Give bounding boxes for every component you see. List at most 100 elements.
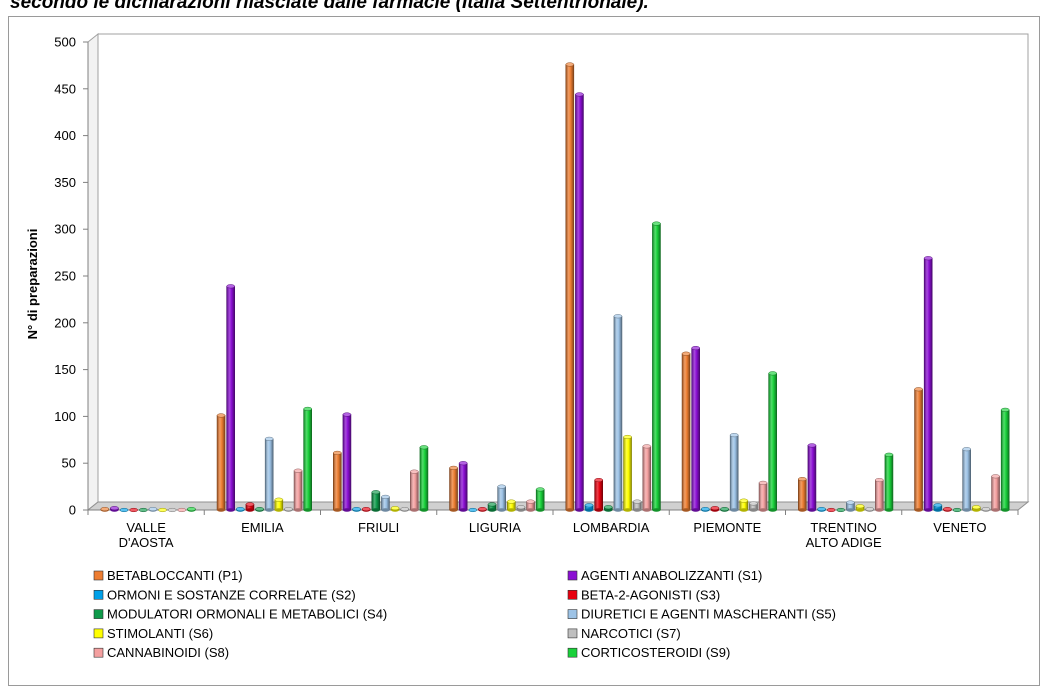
bar-base bbox=[642, 508, 651, 512]
bar-base bbox=[1001, 508, 1010, 512]
legend-swatch bbox=[567, 609, 578, 619]
x-tick-label: VENETO bbox=[933, 520, 986, 535]
legend-label: STIMOLANTI (S6) bbox=[107, 626, 213, 641]
bar bbox=[798, 477, 807, 512]
bar-body bbox=[642, 446, 652, 511]
bar bbox=[177, 507, 187, 513]
bar-base bbox=[739, 508, 748, 512]
bar bbox=[923, 256, 933, 512]
bar-top bbox=[110, 506, 119, 511]
bar-base bbox=[245, 508, 254, 512]
bar-body bbox=[497, 486, 506, 511]
bar-top bbox=[943, 507, 952, 512]
bar bbox=[410, 469, 419, 512]
bar-top bbox=[632, 499, 642, 504]
bar bbox=[642, 444, 652, 512]
y-tick-label: 150 bbox=[54, 362, 76, 377]
bar-top bbox=[642, 444, 652, 449]
bar bbox=[807, 443, 817, 512]
bar-body bbox=[216, 415, 226, 511]
bar bbox=[400, 507, 409, 512]
bar-top bbox=[361, 507, 371, 512]
bar-top bbox=[729, 433, 739, 438]
chart-frame bbox=[8, 16, 1040, 686]
bar bbox=[284, 507, 293, 512]
bar-top bbox=[226, 284, 235, 289]
legend-swatch bbox=[93, 647, 104, 658]
bar-top bbox=[613, 314, 623, 319]
bar-body bbox=[613, 315, 623, 511]
bar bbox=[516, 505, 526, 512]
bar bbox=[933, 503, 943, 512]
bar-top bbox=[720, 507, 729, 512]
bar-body bbox=[758, 482, 768, 511]
bar-base bbox=[536, 508, 545, 512]
bar bbox=[129, 507, 138, 513]
bar bbox=[390, 506, 400, 512]
bar-base bbox=[924, 508, 933, 512]
bar-top bbox=[710, 506, 720, 511]
bar-body bbox=[410, 471, 419, 511]
bar-top bbox=[575, 92, 584, 97]
y-tick-label: 0 bbox=[69, 503, 76, 518]
bar-top bbox=[293, 468, 303, 473]
bar-top bbox=[691, 346, 700, 351]
bar-base bbox=[585, 508, 594, 512]
bar-top bbox=[236, 507, 245, 512]
bar-body bbox=[419, 446, 429, 511]
bar-body bbox=[293, 470, 303, 511]
bar-top bbox=[487, 502, 497, 507]
bar-base bbox=[768, 508, 777, 512]
bar-body bbox=[333, 452, 342, 511]
bar-base bbox=[604, 508, 613, 512]
bar bbox=[352, 507, 361, 512]
legend-swatch bbox=[93, 570, 104, 581]
bar-body bbox=[729, 434, 739, 511]
bar bbox=[468, 507, 478, 513]
bar bbox=[710, 506, 720, 512]
bar-top bbox=[167, 507, 177, 513]
bar-body bbox=[914, 388, 923, 511]
bar-top bbox=[681, 351, 691, 356]
bar-top bbox=[303, 406, 312, 411]
legend-item: AGENTI ANABOLIZZANTI (S1) bbox=[567, 568, 762, 583]
bar-body bbox=[884, 454, 894, 511]
bar-top bbox=[449, 465, 458, 470]
bar bbox=[739, 498, 749, 512]
bar-base bbox=[798, 508, 807, 512]
bar bbox=[381, 494, 390, 512]
y-tick-label: 400 bbox=[54, 128, 76, 143]
bar-base bbox=[613, 508, 622, 512]
bar bbox=[836, 507, 846, 513]
bar bbox=[342, 412, 352, 512]
bar bbox=[497, 484, 506, 512]
bar bbox=[768, 371, 777, 512]
bar-top bbox=[914, 387, 923, 392]
bar-body bbox=[652, 223, 661, 511]
side-wall bbox=[87, 32, 99, 512]
bar-base bbox=[565, 508, 574, 512]
x-tick-label: LOMBARDIA bbox=[573, 520, 650, 535]
bar bbox=[449, 465, 458, 512]
bar-base bbox=[691, 508, 700, 512]
bar-body bbox=[798, 478, 807, 511]
bar-top bbox=[478, 507, 487, 512]
bar bbox=[507, 499, 516, 512]
bar-body bbox=[991, 476, 1000, 511]
bar-top bbox=[507, 499, 516, 504]
bar-body bbox=[681, 353, 691, 511]
bar-base bbox=[749, 508, 758, 512]
x-tick-label: LIGURIA bbox=[469, 520, 521, 535]
legend-item: BETA-2-AGONISTI (S3) bbox=[567, 587, 720, 602]
legend-item: STIMOLANTI (S6) bbox=[93, 626, 213, 641]
bar-top bbox=[419, 445, 429, 450]
bar-body bbox=[1000, 409, 1010, 511]
legend-item: CANNABINOIDI (S8) bbox=[93, 645, 229, 660]
bar bbox=[148, 507, 158, 512]
bar bbox=[216, 413, 226, 512]
bar-top bbox=[497, 484, 506, 489]
bar bbox=[632, 499, 642, 512]
bar-base bbox=[807, 508, 816, 512]
bar-base bbox=[972, 508, 981, 512]
